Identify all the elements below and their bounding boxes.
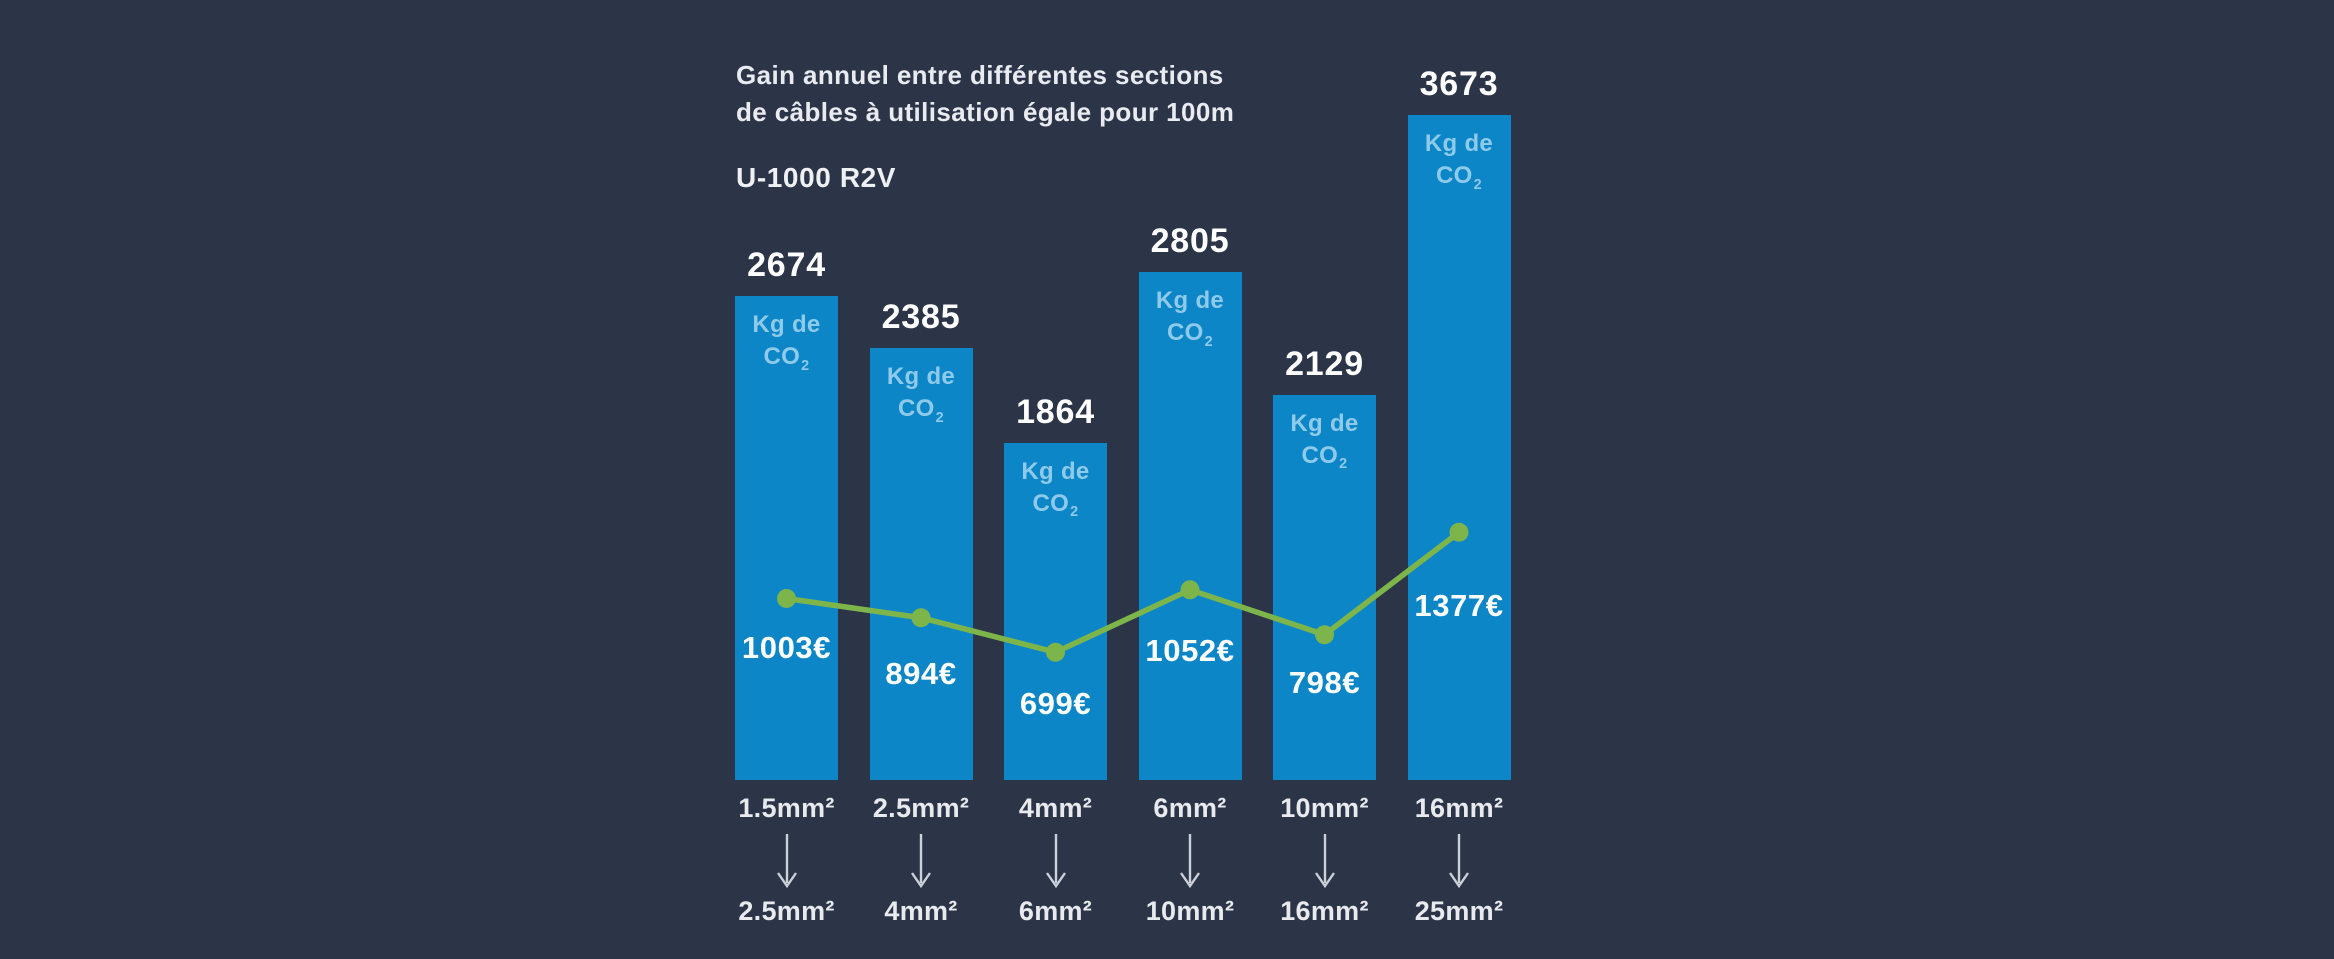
euro-value-label: 894€ (885, 655, 957, 691)
euro-value-label: 798€ (1288, 664, 1361, 700)
bar-unit-line-2: CO (1436, 162, 1473, 189)
bar-unit-subscript: 2 (1339, 456, 1348, 473)
down-arrow-icon (1449, 834, 1469, 889)
bar-value-label: 2129 (1285, 344, 1364, 383)
euro-value-label: 1377€ (1414, 588, 1504, 624)
euro-value-label: 1052€ (1145, 632, 1235, 668)
bar-unit-subscript: 2 (1473, 176, 1482, 193)
section-to-label: 6mm² (1018, 896, 1093, 926)
bar-unit-line-2: CO (1032, 489, 1070, 517)
section-to-label: 25mm² (1414, 896, 1504, 926)
bar-unit-line-2: CO (1301, 441, 1339, 469)
section-to-label: 10mm² (1145, 896, 1235, 926)
down-arrow-icon (1045, 834, 1066, 889)
bar-unit-line-1: Kg de (1290, 409, 1359, 437)
chart-title: Gain annuel entre différentes sections d… (736, 57, 1234, 131)
bar-unit-line-1: Kg de (886, 363, 956, 391)
section-from-label: 1.5mm² (738, 793, 835, 823)
bar-unit-label: Kg de CO2 (1273, 408, 1376, 481)
down-arrow-icon (1314, 834, 1335, 889)
euro-value-label: 699€ (1019, 686, 1092, 722)
bar-unit-line-2: CO (898, 395, 935, 423)
bar-unit-label: Kg de CO2 (870, 361, 973, 434)
bar-value-label: 3673 (1419, 65, 1499, 103)
bar-unit-subscript: 2 (1204, 333, 1213, 350)
bar-value-label: 2805 (1150, 222, 1230, 261)
bar-unit-label: Kg de CO2 (735, 309, 838, 382)
section-from-label: 4mm² (1018, 793, 1093, 823)
bar-unit-subscript: 2 (935, 409, 944, 426)
bar-unit-line-1: Kg de (1155, 287, 1225, 315)
chart-title-line-2: de câbles à utilisation égale pour 100m (736, 97, 1235, 127)
section-to-label: 4mm² (884, 896, 958, 926)
bar-unit-line-1: Kg de (1021, 457, 1090, 485)
bar-value-label: 2385 (881, 298, 961, 337)
section-from-label: 6mm² (1153, 793, 1227, 823)
bar-unit-line-1: Kg de (1424, 130, 1494, 157)
section-from-label: 16mm² (1414, 793, 1504, 823)
bar-value-label: 2674 (747, 245, 826, 284)
bar-unit-subscript: 2 (1070, 504, 1079, 521)
section-to-label: 16mm² (1280, 896, 1369, 926)
bar-unit-label: Kg de CO2 (1139, 285, 1242, 358)
bar-16mm² (1407, 115, 1511, 780)
section-to-label: 2.5mm² (738, 896, 835, 926)
chart-subtitle: U-1000 R2V (736, 162, 897, 193)
bar-unit-subscript: 2 (801, 357, 810, 374)
down-arrow-icon (911, 834, 931, 889)
down-arrow-icon (776, 834, 797, 889)
down-arrow-icon (1180, 834, 1200, 889)
section-from-label: 10mm² (1280, 793, 1369, 823)
bar-6mm² (1138, 272, 1242, 780)
bar-value-label: 1864 (1016, 392, 1095, 431)
bar-unit-label: Kg de CO2 (1004, 456, 1107, 529)
bar-unit-line-1: Kg de (752, 310, 821, 338)
section-from-label: 2.5mm² (872, 793, 970, 823)
bar-unit-label: Kg de CO2 (1408, 128, 1511, 201)
bar-unit-line-2: CO (763, 342, 801, 370)
chart-title-line-1: Gain annuel entre différentes sections (736, 60, 1224, 90)
bar-unit-line-2: CO (1167, 319, 1204, 347)
